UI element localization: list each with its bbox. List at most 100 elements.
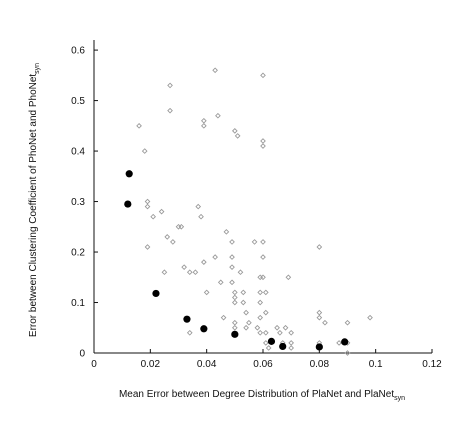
hollow-data-point <box>257 329 264 336</box>
hollow-data-point <box>260 72 266 79</box>
hollow-data-point <box>186 329 193 336</box>
filled-data-point <box>125 170 133 178</box>
hollow-data-point <box>237 269 244 276</box>
hollow-data-point <box>229 279 235 286</box>
hollow-data-point <box>336 340 342 346</box>
hollow-data-point <box>316 314 323 321</box>
hollow-data-point <box>136 122 142 129</box>
hollow-data-point <box>220 314 227 321</box>
hollow-data-point <box>231 128 238 134</box>
hollow-data-point <box>231 294 238 301</box>
hollow-data-point <box>231 319 238 326</box>
hollow-data-point <box>262 289 269 296</box>
hollow-data-point <box>367 314 373 321</box>
hollow-data-point <box>260 138 266 144</box>
hollow-data-point <box>231 289 238 296</box>
filled-data-point <box>231 330 239 338</box>
hollow-data-point <box>167 107 173 114</box>
filled-data-point <box>315 343 323 351</box>
x-tick-label: 0.04 <box>197 359 217 370</box>
y-tick-label: 0.5 <box>71 96 85 107</box>
hollow-data-point <box>260 239 266 245</box>
hollow-data-point <box>262 329 269 336</box>
hollow-data-point <box>260 143 266 149</box>
hollow-data-point <box>260 254 266 260</box>
hollow-data-point <box>229 264 235 271</box>
y-tick-group: 0 0.1 0.2 0.3 0.4 0.5 0.6 <box>71 46 98 360</box>
hollow-data-point <box>161 269 168 276</box>
x-tick-label: 0 <box>91 359 97 370</box>
hollow-data-point <box>144 244 151 250</box>
filled-data-point <box>341 338 349 346</box>
hollow-data-point <box>277 329 283 336</box>
y-axis-label: Error between Clustering Coefficient of … <box>28 63 41 337</box>
x-tick-label: 0.1 <box>369 359 383 370</box>
hollow-data-point <box>265 345 272 351</box>
hollow-data-point <box>316 244 323 250</box>
hollow-data-point <box>243 324 249 331</box>
hollow-data-point <box>288 340 295 346</box>
filled-data-point <box>124 200 132 208</box>
hollow-data-point <box>288 345 295 351</box>
hollow-data-point <box>240 299 247 306</box>
y-tick-label: 0.6 <box>71 46 85 57</box>
x-tick-label: 0.08 <box>310 359 330 370</box>
hollow-data-point <box>195 203 202 210</box>
hollow-data-point <box>201 259 207 265</box>
hollow-data-point <box>285 274 292 281</box>
hollow-data-point <box>144 198 151 205</box>
hollow-data-point <box>192 269 199 276</box>
x-tick-label: 0.02 <box>141 359 161 370</box>
hollow-data-point <box>203 289 210 296</box>
x-axis-label: Mean Error between Degree Distribution o… <box>119 389 405 402</box>
hollow-data-point <box>170 239 176 245</box>
hollow-data-point <box>257 299 264 306</box>
hollow-data-point <box>231 299 238 306</box>
filled-data-point <box>267 337 276 345</box>
hollow-data-point <box>158 208 165 215</box>
hollow-data-point <box>243 309 249 316</box>
hollow-data-point <box>231 324 238 331</box>
hollow-data-point <box>260 274 266 281</box>
x-tick-group: 0 0.02 0.04 0.06 0.08 0.1 0.12 <box>91 349 442 370</box>
hollow-data-point <box>217 279 224 286</box>
hollow-data-point <box>181 264 187 271</box>
hollow-data-point <box>251 239 258 245</box>
hollow-data-point <box>262 309 269 316</box>
hollow-data-point <box>322 319 328 326</box>
hollow-data-point <box>212 254 218 260</box>
hollow-data-point <box>164 234 171 240</box>
filled-data-point <box>200 325 208 333</box>
hollow-data-point <box>282 324 289 331</box>
hollow-data-point <box>254 324 261 331</box>
hollow-data-point <box>240 289 247 296</box>
y-tick-label: 0.3 <box>71 197 85 208</box>
filled-data-point <box>279 342 287 351</box>
y-tick-label: 0 <box>79 349 85 360</box>
hollow-data-point <box>186 269 193 276</box>
y-tick-label: 0.1 <box>71 298 85 309</box>
y-tick-label: 0.2 <box>71 248 85 259</box>
y-tick-label: 0.4 <box>71 147 85 158</box>
hollow-data-point <box>150 213 156 220</box>
hollow-data-point <box>344 319 351 326</box>
hollow-data-point <box>344 350 351 356</box>
hollow-data-point <box>212 67 218 74</box>
hollow-data-point <box>215 112 221 119</box>
hollow-data-point <box>316 309 323 316</box>
hollow-data-point <box>198 213 204 220</box>
filled-data-point <box>183 315 191 323</box>
plot-area-frame <box>93 40 432 354</box>
hollow-data-point <box>234 133 241 139</box>
hollow-data-point <box>201 117 207 124</box>
x-tick-label: 0.06 <box>253 359 273 370</box>
hollow-data-point <box>229 254 235 260</box>
hollow-data-point <box>201 122 207 129</box>
hollow-data-point <box>141 148 148 154</box>
hollow-data-point <box>257 314 264 321</box>
hollow-data-point <box>262 340 269 346</box>
data-points <box>124 67 373 356</box>
hollow-data-point <box>246 319 252 326</box>
hollow-data-point <box>274 324 280 331</box>
